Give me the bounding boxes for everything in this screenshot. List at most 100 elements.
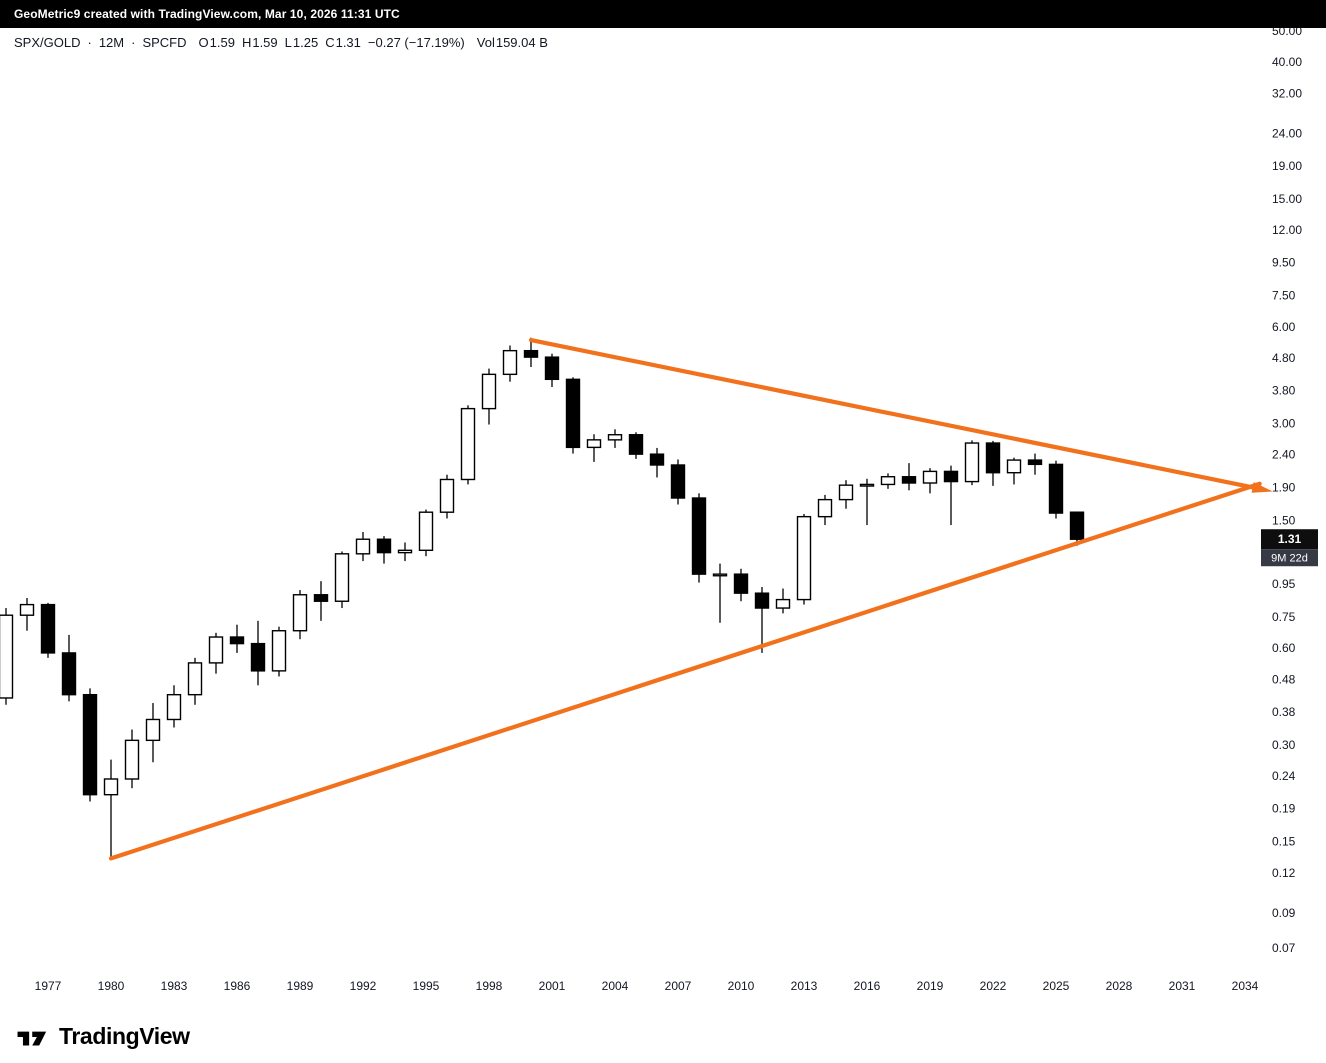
trendline-lower[interactable]: [108, 481, 1262, 861]
price-tick-label: 0.60: [1272, 641, 1296, 655]
candle-body-2008: [691, 497, 707, 575]
legend-interval[interactable]: 12M: [98, 35, 125, 50]
last-price-tag: 1.31 9M 22d: [1261, 529, 1318, 567]
legend-low-label: L: [284, 35, 292, 50]
price-tick-label: 40.00: [1272, 55, 1302, 69]
legend-volume-label: Vol: [476, 35, 495, 50]
time-tick-label: 2034: [1232, 979, 1259, 993]
time-tick-label: 1989: [287, 979, 314, 993]
price-tick-label: 12.00: [1272, 223, 1302, 237]
brand-name[interactable]: TradingView: [59, 1023, 190, 1049]
candle-body-2014: [817, 498, 833, 518]
time-tick-label: 1995: [413, 979, 440, 993]
price-tick-label: 6.00: [1272, 320, 1296, 334]
candle-body-1992: [355, 538, 371, 555]
legend-close-label: C: [325, 35, 335, 50]
time-tick-label: 2001: [539, 979, 566, 993]
time-tick-label: 2022: [980, 979, 1007, 993]
legend-change: −0.27 (−17.19%): [367, 35, 465, 50]
candle-body-2018: [901, 476, 917, 484]
time-tick-label: 2013: [791, 979, 818, 993]
time-tick-label: 1998: [476, 979, 503, 993]
candle-body-2024: [1027, 459, 1043, 466]
candle-body-2022: [985, 442, 1001, 474]
candle-body-1989: [292, 594, 308, 632]
legend-separator: ·: [131, 35, 136, 50]
price-scale[interactable]: 50.00 40.00 32.00 24.00 19.00 15.00 12.00 9.50 7…: [1272, 28, 1302, 955]
candle-body-2006: [649, 453, 665, 466]
price-tick-label: 1.90: [1272, 480, 1296, 494]
candle-body-2013: [796, 515, 812, 601]
candle-body-1994: [397, 549, 413, 554]
time-tick-label: 2004: [602, 979, 629, 993]
candle-body-2019: [922, 470, 938, 484]
candle-body-1990: [313, 594, 329, 602]
candle-body-1987: [250, 642, 266, 672]
candle-body-1984: [187, 662, 203, 696]
candle-body-2010: [733, 573, 749, 594]
candle-body-2016: [859, 483, 875, 487]
price-tick-label: 3.00: [1272, 417, 1296, 431]
candle-body-2023: [1006, 459, 1022, 474]
legend-close: C1.31: [325, 35, 361, 50]
candle-body-1985: [208, 636, 224, 664]
legend-close-value: 1.31: [335, 35, 361, 50]
tradingview-logo-icon[interactable]: [16, 1024, 50, 1050]
price-tick-label: 24.00: [1272, 126, 1302, 140]
candle-body-2017: [880, 476, 896, 486]
candlestick-chart-canvas[interactable]: 50.00 40.00 32.00 24.00 19.00 15.00 12.00 9.50 7…: [0, 28, 1326, 1010]
legend-low: L1.25: [285, 35, 319, 50]
legend-open: O1.59: [199, 35, 235, 50]
price-tick-label: 0.75: [1272, 610, 1296, 624]
candle-body-2012: [775, 598, 791, 609]
time-scale[interactable]: 1977 1980 1983 1986 1989 1992 1995 1998 2001 2004…: [35, 979, 1259, 993]
legend-volume: Vol159.04 B: [477, 35, 548, 50]
candle-body-2002: [565, 378, 581, 449]
countdown-tag: [1261, 549, 1318, 567]
time-tick-label: 2010: [728, 979, 755, 993]
legend-open-value: 1.59: [209, 35, 235, 50]
candle-body-2015: [838, 484, 854, 501]
legend-symbol[interactable]: SPX/GOLD: [14, 35, 81, 50]
candle-body-1975: [0, 614, 14, 699]
snapshot-attribution-bar: GeoMetric9 created with TradingView.com,…: [0, 0, 1326, 28]
candle-body-1986: [229, 636, 245, 645]
candle-body-1988: [271, 630, 287, 672]
price-tick-label: 2.40: [1272, 448, 1296, 462]
price-tick-label: 0.48: [1272, 672, 1296, 686]
footer-brand-bar: TradingView: [0, 1010, 1326, 1063]
chart-area[interactable]: 50.00 40.00 32.00 24.00 19.00 15.00 12.00 9.50 7…: [0, 28, 1326, 1010]
candle-body-1998: [481, 373, 497, 410]
time-tick-label: 2025: [1043, 979, 1070, 993]
price-tick-label: 32.00: [1272, 86, 1302, 100]
candle-body-2026: [1069, 511, 1085, 540]
candle-body-2005: [628, 434, 644, 455]
price-tick-label: 3.80: [1272, 384, 1296, 398]
candles-series: [0, 337, 1085, 859]
price-tick-label: 0.38: [1272, 705, 1296, 719]
candle-body-1976: [19, 603, 35, 616]
time-tick-label: 2019: [917, 979, 944, 993]
price-tick-label: 15.00: [1272, 192, 1302, 206]
trendline-upper[interactable]: [528, 337, 1262, 491]
time-tick-label: 1977: [35, 979, 62, 993]
candle-body-1999: [502, 349, 518, 376]
time-tick-label: 2028: [1106, 979, 1133, 993]
candle-body-1991: [334, 553, 350, 602]
time-tick-label: 1986: [224, 979, 251, 993]
price-tick-label: 0.09: [1272, 906, 1296, 920]
last-price-value: 1.31: [1278, 532, 1302, 546]
legend-high: H1.59: [242, 35, 278, 50]
candle-body-1996: [439, 478, 455, 513]
candle-body-2000: [523, 349, 539, 358]
candle-body-1983: [166, 693, 182, 721]
symbol-legend[interactable]: SPX/GOLD · 12M · SPCFD O1.59 H1.59 L1.25…: [14, 35, 548, 50]
candle-body-2007: [670, 464, 686, 499]
price-tick-label: 7.50: [1272, 289, 1296, 303]
time-tick-label: 1983: [161, 979, 188, 993]
candle-body-2004: [607, 434, 623, 441]
legend-low-value: 1.25: [292, 35, 319, 50]
candle-body-1982: [145, 718, 161, 742]
candle-body-1981: [124, 739, 140, 780]
time-tick-label: 1980: [98, 979, 125, 993]
